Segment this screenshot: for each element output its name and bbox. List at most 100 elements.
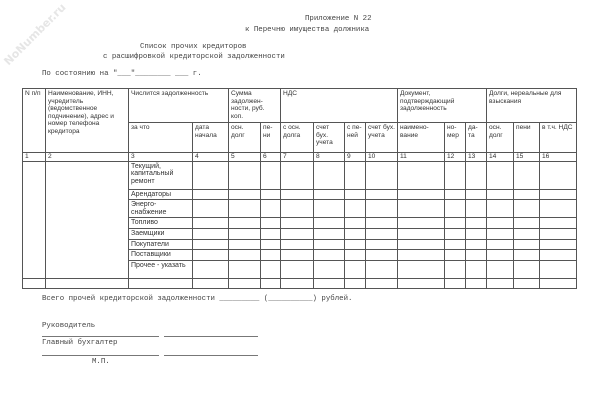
data-cell[interactable] — [539, 227, 577, 240]
data-cell[interactable] — [228, 249, 261, 261]
data-cell[interactable] — [192, 217, 229, 229]
data-cell[interactable] — [539, 238, 577, 251]
data-cell[interactable] — [313, 160, 345, 190]
data-cell[interactable] — [228, 217, 261, 229]
data-cell[interactable] — [260, 199, 281, 219]
data-cell[interactable] — [486, 238, 514, 251]
data-cell[interactable] — [228, 238, 261, 251]
data-cell[interactable] — [313, 249, 345, 261]
data-cell[interactable] — [397, 249, 445, 261]
data-cell[interactable] — [365, 227, 398, 240]
data-cell[interactable] — [280, 188, 314, 201]
data-cell[interactable] — [260, 249, 281, 261]
data-cell[interactable] — [313, 217, 345, 229]
data-cell[interactable] — [486, 277, 514, 289]
data-cell[interactable] — [280, 199, 314, 219]
data-cell[interactable] — [228, 277, 261, 289]
data-cell[interactable] — [444, 238, 466, 251]
data-cell[interactable] — [486, 259, 514, 279]
data-cell[interactable] — [192, 188, 229, 201]
data-cell[interactable] — [260, 277, 281, 289]
data-cell[interactable] — [344, 238, 366, 251]
data-cell[interactable] — [513, 259, 540, 279]
data-cell[interactable] — [365, 199, 398, 219]
data-cell[interactable] — [365, 188, 398, 201]
data-cell[interactable] — [513, 238, 540, 251]
data-cell[interactable] — [344, 160, 366, 190]
data-cell[interactable] — [444, 259, 466, 279]
data-cell[interactable] — [228, 227, 261, 240]
data-cell[interactable] — [444, 277, 466, 289]
data-cell[interactable] — [280, 217, 314, 229]
cell-n[interactable] — [22, 160, 46, 279]
data-cell[interactable] — [444, 188, 466, 201]
data-cell[interactable] — [280, 277, 314, 289]
data-cell[interactable] — [444, 227, 466, 240]
data-cell[interactable] — [397, 199, 445, 219]
data-cell[interactable] — [539, 188, 577, 201]
data-cell[interactable] — [513, 199, 540, 219]
data-cell[interactable] — [465, 199, 487, 219]
data-cell[interactable] — [228, 160, 261, 190]
data-cell[interactable] — [228, 259, 261, 279]
data-cell[interactable] — [365, 217, 398, 229]
data-cell[interactable] — [465, 277, 487, 289]
data-cell[interactable] — [465, 217, 487, 229]
data-cell[interactable] — [228, 199, 261, 219]
data-cell[interactable] — [486, 227, 514, 240]
data-cell[interactable] — [397, 238, 445, 251]
data-cell[interactable] — [260, 227, 281, 240]
data-cell[interactable] — [344, 249, 366, 261]
data-cell[interactable] — [397, 160, 445, 190]
data-cell[interactable] — [397, 277, 445, 289]
data-cell[interactable] — [260, 238, 281, 251]
data-cell[interactable] — [344, 277, 366, 289]
cell-creditor[interactable] — [45, 160, 129, 279]
data-cell[interactable] — [313, 238, 345, 251]
data-cell[interactable] — [313, 199, 345, 219]
data-cell[interactable] — [192, 259, 229, 279]
data-cell[interactable] — [444, 217, 466, 229]
data-cell[interactable] — [192, 277, 229, 289]
data-cell[interactable] — [444, 249, 466, 261]
data-cell[interactable] — [22, 277, 46, 289]
data-cell[interactable] — [465, 259, 487, 279]
data-cell[interactable] — [539, 217, 577, 229]
data-cell[interactable] — [365, 249, 398, 261]
data-cell[interactable] — [128, 277, 193, 289]
data-cell[interactable] — [397, 188, 445, 201]
data-cell[interactable] — [465, 238, 487, 251]
data-cell[interactable] — [228, 188, 261, 201]
data-cell[interactable] — [465, 160, 487, 190]
data-cell[interactable] — [192, 249, 229, 261]
data-cell[interactable] — [365, 238, 398, 251]
data-cell[interactable] — [513, 277, 540, 289]
data-cell[interactable] — [513, 160, 540, 190]
data-cell[interactable] — [539, 160, 577, 190]
data-cell[interactable] — [513, 217, 540, 229]
data-cell[interactable] — [344, 259, 366, 279]
data-cell[interactable] — [313, 277, 345, 289]
data-cell[interactable] — [260, 188, 281, 201]
data-cell[interactable] — [539, 277, 577, 289]
data-cell[interactable] — [539, 199, 577, 219]
data-cell[interactable] — [192, 227, 229, 240]
data-cell[interactable] — [260, 259, 281, 279]
data-cell[interactable] — [344, 217, 366, 229]
data-cell[interactable] — [465, 188, 487, 201]
data-cell[interactable] — [280, 227, 314, 240]
data-cell[interactable] — [465, 249, 487, 261]
data-cell[interactable] — [444, 199, 466, 219]
data-cell[interactable] — [344, 188, 366, 201]
data-cell[interactable] — [260, 217, 281, 229]
data-cell[interactable] — [513, 249, 540, 261]
data-cell[interactable] — [444, 160, 466, 190]
data-cell[interactable] — [513, 188, 540, 201]
data-cell[interactable] — [539, 249, 577, 261]
data-cell[interactable] — [192, 160, 229, 190]
data-cell[interactable] — [397, 227, 445, 240]
data-cell[interactable] — [486, 217, 514, 229]
data-cell[interactable] — [280, 160, 314, 190]
data-cell[interactable] — [313, 188, 345, 201]
data-cell[interactable] — [465, 227, 487, 240]
